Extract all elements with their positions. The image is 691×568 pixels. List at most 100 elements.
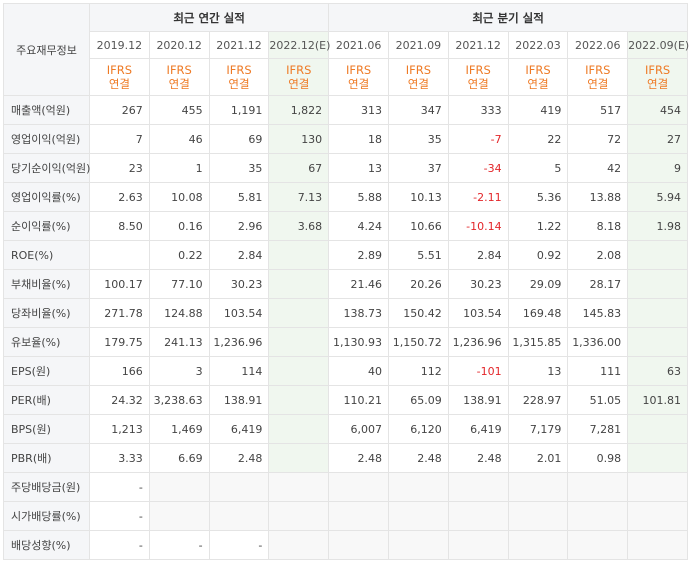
ifrs-basis-header: IFRS 연결 xyxy=(89,58,150,96)
table-cell xyxy=(268,443,330,473)
table-cell: - xyxy=(89,472,150,502)
table-cell xyxy=(328,472,389,502)
table-cell: 2.01 xyxy=(507,443,569,473)
table-cell: 4.24 xyxy=(328,211,389,241)
table-cell xyxy=(627,240,688,270)
table-cell: 5.81 xyxy=(208,182,270,212)
period-header: 2021.12 xyxy=(208,31,270,59)
table-cell: 150.42 xyxy=(387,298,449,328)
table-cell: 1,822 xyxy=(268,95,330,125)
period-header: 2022.03 xyxy=(507,31,569,59)
row-label: PER(배) xyxy=(3,385,90,415)
quarterly-group-header: 최근 분기 실적 xyxy=(328,3,688,32)
ifrs-label: IFRS xyxy=(226,63,252,77)
table-cell xyxy=(387,472,449,502)
table-cell: 1.98 xyxy=(627,211,688,241)
table-cell: 1,315.85 xyxy=(507,327,569,357)
table-cell: 3.68 xyxy=(268,211,330,241)
table-cell: 228.97 xyxy=(507,385,569,415)
table-cell xyxy=(268,327,330,357)
row-label: 당좌비율(%) xyxy=(3,298,90,328)
ifrs-label: IFRS xyxy=(585,63,611,77)
table-cell xyxy=(507,472,569,502)
financial-summary-container: 주요재무정보 최근 연간 실적 최근 분기 실적 2019.12 2020.12 2… xyxy=(3,3,689,560)
row-label: 순이익률(%) xyxy=(3,211,90,241)
table-cell: 241.13 xyxy=(148,327,210,357)
table-cell: 111 xyxy=(567,356,629,386)
table-cell xyxy=(447,472,509,502)
table-cell: 21.46 xyxy=(328,269,389,299)
period-header: 2022.09(E) xyxy=(627,31,689,59)
table-row: 당좌비율(%) 271.78 124.88 103.54 138.73 150.42 103… xyxy=(3,298,688,328)
table-row: 순이익률(%) 8.50 0.16 2.96 3.68 4.24 10.66 -10.14 1.… xyxy=(3,211,688,241)
period-header: 2022.12(E) xyxy=(268,31,330,59)
table-cell: 77.10 xyxy=(148,269,210,299)
table-cell xyxy=(627,298,688,328)
period-header: 2022.06 xyxy=(567,31,629,59)
table-cell xyxy=(567,530,629,560)
ifrs-basis-header: IFRS 연결 xyxy=(507,58,569,96)
table-cell xyxy=(387,530,449,560)
table-cell: -2.11 xyxy=(447,182,509,212)
consolidated-label: 연결 xyxy=(467,77,489,91)
table-cell: 10.13 xyxy=(387,182,449,212)
table-cell xyxy=(208,501,270,531)
table-cell xyxy=(268,414,330,444)
consolidated-label: 연결 xyxy=(228,77,250,91)
table-cell xyxy=(507,501,569,531)
table-cell: 30.23 xyxy=(447,269,509,299)
table-cell: - xyxy=(89,501,150,531)
table-cell xyxy=(268,501,330,531)
table-cell: 30.23 xyxy=(208,269,270,299)
table-cell: 0.22 xyxy=(148,240,210,270)
table-cell xyxy=(387,501,449,531)
table-cell: 3,238.63 xyxy=(148,385,210,415)
consolidated-label: 연결 xyxy=(348,77,370,91)
ifrs-basis-header: IFRS 연결 xyxy=(268,58,330,96)
table-cell: 13.88 xyxy=(567,182,629,212)
period-header: 2021.06 xyxy=(328,31,389,59)
table-cell: 145.83 xyxy=(567,298,629,328)
row-label: 시가배당률(%) xyxy=(3,501,90,531)
table-cell xyxy=(148,472,210,502)
table-cell: 8.50 xyxy=(89,211,150,241)
table-cell: 138.73 xyxy=(328,298,389,328)
consolidated-label: 연결 xyxy=(288,77,310,91)
table-row: 당기순이익(억원) 23 1 35 67 13 37 -34 5 42 9 xyxy=(3,153,688,183)
table-cell xyxy=(268,530,330,560)
table-cell: 20.26 xyxy=(387,269,449,299)
table-cell: 10.08 xyxy=(148,182,210,212)
table-cell: 1,191 xyxy=(208,95,270,125)
table-row: PER(배) 24.32 3,238.63 138.91 110.21 65.09 138.… xyxy=(3,385,688,415)
table-cell: 65.09 xyxy=(387,385,449,415)
table-cell: 6,419 xyxy=(447,414,509,444)
row-label: 당기순이익(억원) xyxy=(3,153,90,183)
table-cell xyxy=(268,298,330,328)
table-cell xyxy=(627,443,688,473)
row-label: 부채비율(%) xyxy=(3,269,90,299)
table-cell: 7,179 xyxy=(507,414,569,444)
table-cell: 42 xyxy=(567,153,629,183)
period-header: 2021.12 xyxy=(447,31,509,59)
table-cell: 2.63 xyxy=(89,182,150,212)
table-cell: 1,236.96 xyxy=(208,327,270,357)
table-cell: 2.48 xyxy=(447,443,509,473)
table-cell: - xyxy=(148,530,210,560)
table-cell xyxy=(567,472,629,502)
consolidated-label: 연결 xyxy=(168,77,190,91)
row-label: 영업이익률(%) xyxy=(3,182,90,212)
ifrs-basis-header: IFRS 연결 xyxy=(387,58,449,96)
table-cell: 1 xyxy=(148,153,210,183)
table-cell: 18 xyxy=(328,124,389,154)
table-cell: -10.14 xyxy=(447,211,509,241)
table-row: EPS(원) 166 3 114 40 112 -101 13 111 63 xyxy=(3,356,688,386)
table-cell: 169.48 xyxy=(507,298,569,328)
ifrs-label: IFRS xyxy=(465,63,491,77)
table-cell: 9 xyxy=(627,153,688,183)
table-cell: 1,130.93 xyxy=(328,327,389,357)
table-cell: 35 xyxy=(208,153,270,183)
table-cell: 29.09 xyxy=(507,269,569,299)
table-cell xyxy=(328,501,389,531)
table-cell: 2.08 xyxy=(567,240,629,270)
table-cell xyxy=(447,501,509,531)
